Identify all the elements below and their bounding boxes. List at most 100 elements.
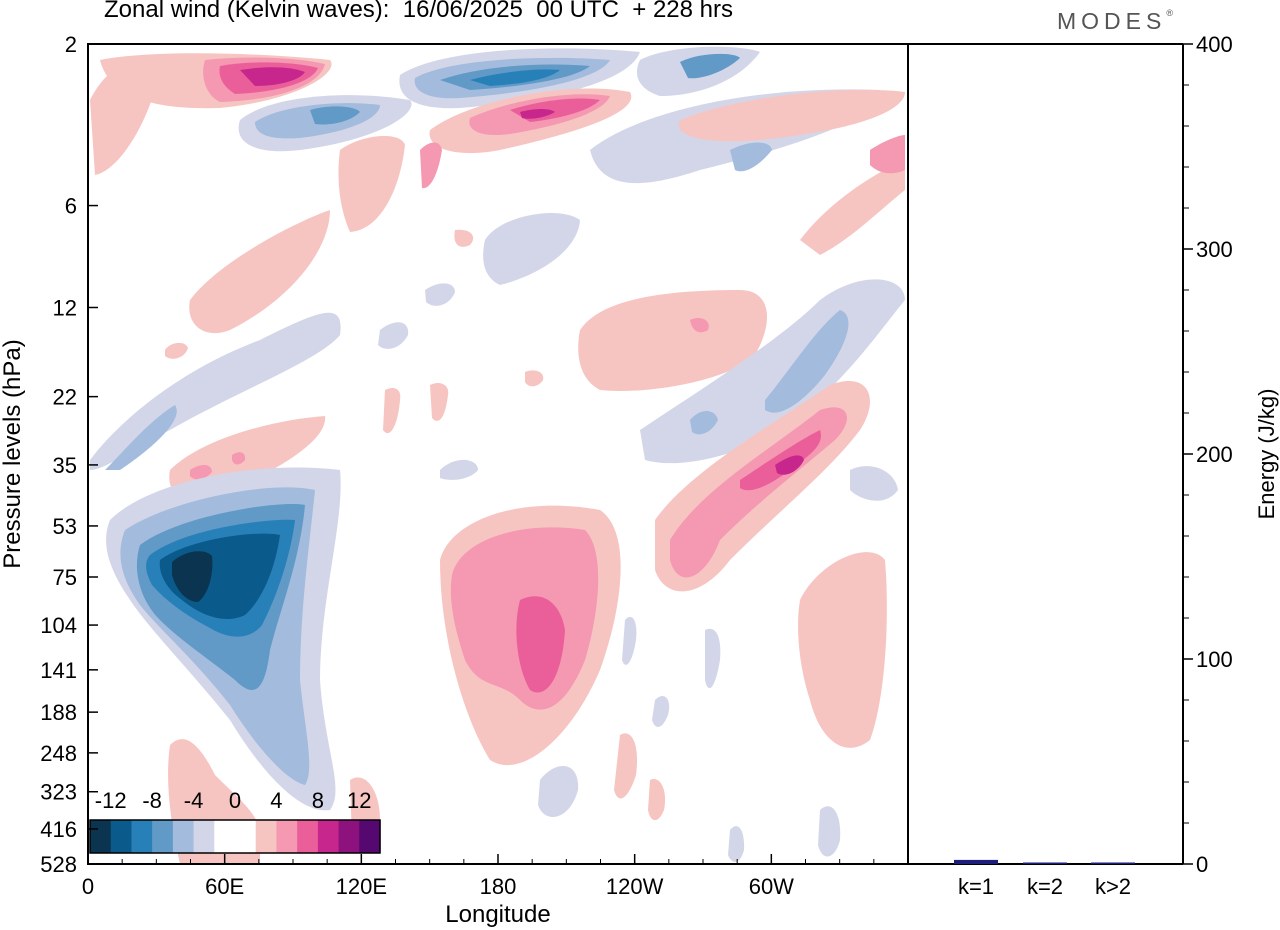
colorbar-swatch-6 [193, 820, 215, 853]
energy-bar-1 [954, 859, 998, 864]
energy-category-label: k>2 [1095, 874, 1131, 899]
wind-contour-58 [614, 733, 638, 799]
wind-contour-62 [648, 779, 666, 821]
wind-contour-26 [189, 210, 330, 334]
colorbar-swatch-8 [235, 820, 257, 853]
colorbar: -12 -8 -4 0 4 8 12 [89, 788, 381, 854]
y-tick-label: 248 [40, 741, 77, 766]
wind-contour-7 [310, 106, 360, 125]
colorbar-swatch-9 [255, 820, 278, 853]
colorbar-swatch-5 [172, 820, 195, 853]
wind-contour-44 [690, 411, 718, 435]
y-tick-label: 6 [65, 194, 77, 219]
energy-bar-2 [1023, 862, 1067, 864]
brand-logo: MODES® [1057, 8, 1173, 35]
colorbar-swatch-3 [131, 820, 153, 853]
y-tick-label: 53 [53, 514, 77, 539]
wind-contour-37 [430, 383, 449, 421]
wind-contour-61 [728, 826, 745, 862]
colorbar-label-4: 0 [229, 788, 241, 813]
colorbar-swatch-4 [152, 820, 174, 853]
colorbar-swatch-11 [297, 820, 319, 853]
wind-contour-13 [680, 53, 740, 79]
energy-category-label: k=2 [1027, 874, 1063, 899]
colorbar-swatch-1 [90, 820, 112, 853]
colorbar-swatch-2 [110, 820, 133, 853]
colorbar-swatch-12 [317, 820, 340, 853]
energy-tick-label: 100 [1196, 647, 1233, 672]
wind-contour-20 [678, 89, 905, 142]
energy-category-label: k=1 [958, 874, 994, 899]
brand-text: MODES [1057, 8, 1167, 34]
wind-contour-45 [850, 466, 898, 501]
x-tick-label: 0 [82, 874, 94, 899]
wind-contour-56 [705, 628, 721, 689]
wind-contour-35 [190, 464, 212, 480]
y-tick-label: 141 [40, 658, 77, 683]
wind-contour-38 [383, 388, 401, 434]
y-axis-label: Pressure levels (hPa) [0, 339, 26, 568]
wind-contour-59 [538, 766, 579, 817]
energy-tick-label: 200 [1196, 442, 1233, 467]
x-axis: 0 60E 120E 180 120W 60W [82, 854, 875, 899]
wind-contour-50 [775, 455, 804, 475]
energy-tick-label: 300 [1196, 237, 1233, 262]
wind-contour-29 [425, 283, 455, 306]
wind-contour-31 [105, 405, 177, 470]
colorbar-label-7: 12 [347, 788, 371, 813]
colorbar-label-6: 8 [312, 788, 324, 813]
x-tick-label: 60W [749, 874, 794, 899]
wind-contour-17 [520, 109, 555, 119]
wind-contour-28 [483, 212, 580, 285]
colorbar-label-5: 4 [270, 788, 282, 813]
wind-contour-23 [90, 62, 160, 175]
colorbar-swatch-7 [214, 820, 236, 853]
colorbar-swatch-10 [276, 820, 298, 853]
wind-contour-68 [172, 551, 213, 602]
y-tick-label: 528 [40, 852, 77, 877]
colorbar-frame [89, 819, 381, 854]
y-tick-label: 188 [40, 700, 77, 725]
wind-contour-4 [240, 67, 305, 86]
energy-bar-3 [1091, 862, 1135, 864]
colorbar-label-3: -4 [184, 788, 204, 813]
energy-tick-label: 0 [1196, 852, 1208, 877]
wind-contour-41 [690, 318, 709, 333]
energy-bar-chart: 0 100 200 300 400 k=1 k=2 k>2 [908, 32, 1233, 899]
y-tick-label: 416 [40, 817, 77, 842]
x-tick-label: 120W [606, 874, 664, 899]
wind-contour-60 [818, 806, 841, 857]
wind-contour-11 [470, 69, 560, 86]
wind-contour-46 [440, 459, 478, 480]
wind-contour-21 [800, 160, 905, 255]
y-tick-label: 104 [40, 613, 77, 638]
x-axis-label: Longitude [445, 901, 550, 928]
colorbar-swatch-14 [359, 820, 381, 853]
wind-contour-32 [378, 322, 409, 349]
wind-contour-53 [516, 596, 565, 693]
wind-contour-54 [798, 552, 887, 748]
wind-field [90, 46, 905, 864]
wind-contour-24 [338, 135, 405, 232]
wind-contour-25 [420, 142, 442, 189]
energy-tick-label: 400 [1196, 32, 1233, 57]
brand-mark: ® [1166, 8, 1173, 18]
y-tick-label: 323 [40, 780, 77, 805]
chart-title: Zonal wind (Kelvin waves): 16/06/2025 00… [104, 0, 733, 23]
energy-axis-label: Energy (J/kg) [1254, 389, 1279, 520]
x-tick-label: 120E [336, 874, 387, 899]
colorbar-label-1: -12 [95, 788, 127, 813]
y-tick-label: 2 [65, 32, 77, 57]
y-tick-label: 12 [53, 295, 77, 320]
wind-contour-22 [870, 135, 905, 174]
y-tick-label: 75 [53, 565, 77, 590]
wind-contour-55 [622, 616, 637, 665]
wind-contour-49 [740, 430, 821, 491]
wind-contour-27 [165, 342, 188, 359]
wind-contour-40 [578, 290, 767, 391]
colorbar-swatch-13 [338, 820, 360, 853]
wind-contour-57 [652, 695, 670, 727]
wind-contour-39 [525, 370, 544, 387]
wind-contour-43 [765, 310, 849, 413]
